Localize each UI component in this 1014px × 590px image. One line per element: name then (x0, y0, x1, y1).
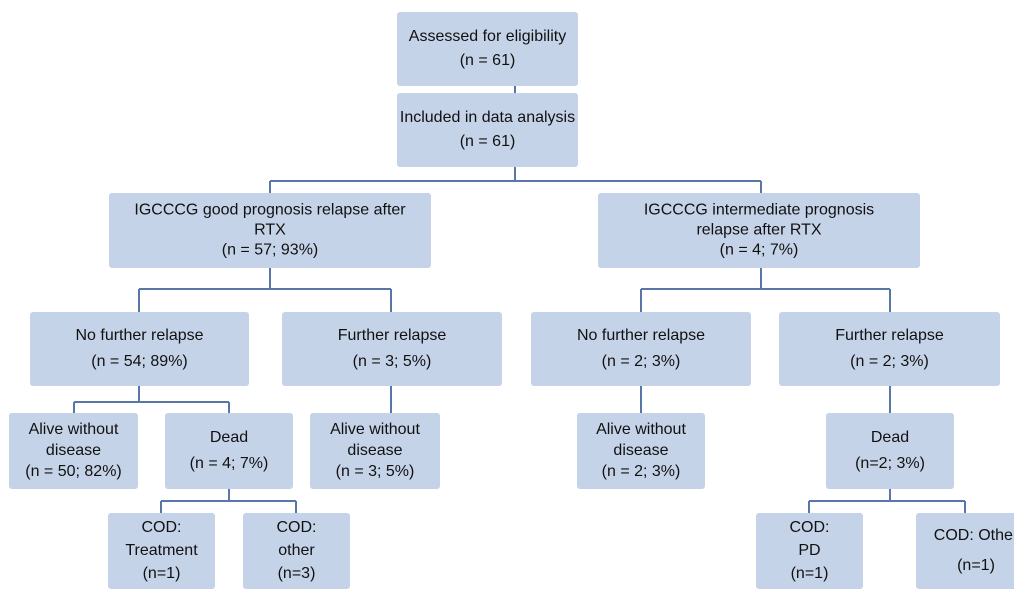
node: IGCCCG good prognosis relapse after RTX (n… (109, 193, 431, 268)
node: COD: other (n=3) (243, 513, 350, 589)
node-box (282, 312, 502, 386)
node-label: (n=1) (143, 565, 181, 582)
node-label: relapse after RTX (696, 222, 821, 239)
node: IGCCCG intermediate prognosis relapse aft… (598, 193, 920, 268)
node-box (756, 513, 863, 589)
node-label: (n = 2; 3%) (850, 353, 929, 370)
node-box (243, 513, 350, 589)
node-label: IGCCCG good prognosis relapse after (134, 202, 406, 219)
node-label: Alive without (330, 421, 420, 438)
node-label: (n = 3; 5%) (336, 463, 415, 480)
connector (269, 167, 762, 193)
node-label: Dead (871, 429, 909, 446)
connectors (73, 86, 966, 513)
node-label: (n=2; 3%) (855, 455, 925, 472)
node-label: other (278, 542, 315, 559)
node-box (397, 12, 578, 86)
node: No further relapse (n = 54; 89%) (30, 312, 249, 386)
node-label: (n = 57; 93%) (222, 242, 319, 259)
node-label: Alive without (596, 421, 686, 438)
node-box (577, 413, 705, 489)
node-label: (n = 61) (460, 133, 516, 150)
node-box (165, 413, 293, 489)
connector (73, 386, 230, 413)
node: Dead (n=2; 3%) (826, 413, 954, 489)
node-box (826, 413, 954, 489)
node-label: Further relapse (835, 327, 944, 344)
node-label: COD: Other (934, 527, 1014, 544)
node-label: Treatment (125, 542, 198, 559)
node: No further relapse (n = 2; 3%) (531, 312, 751, 386)
node-label: IGCCCG intermediate prognosis (644, 202, 874, 219)
node-label: Further relapse (338, 327, 447, 344)
node: Further relapse (n = 3; 5%) (282, 312, 502, 386)
node: COD: PD (n=1) (756, 513, 863, 589)
node-box (109, 193, 431, 268)
node-label: Included in data analysis (400, 109, 575, 126)
node: Dead (n = 4; 7%) (165, 413, 293, 489)
node-box (30, 312, 249, 386)
node-label: (n = 4; 7%) (720, 242, 799, 259)
connector (390, 386, 891, 413)
node-label: (n = 2; 3%) (602, 463, 681, 480)
node-label: (n = 4; 7%) (190, 455, 269, 472)
node-box (916, 513, 1014, 589)
node-box (9, 413, 138, 489)
connector (138, 268, 392, 312)
node-label: (n=1) (791, 565, 829, 582)
node-label: (n = 2; 3%) (602, 353, 681, 370)
connector (160, 489, 297, 513)
node-label: COD: (790, 519, 830, 536)
node: Alive without disease (n = 2; 3%) (577, 413, 705, 489)
node-label: Assessed for eligibility (409, 28, 566, 45)
node-label: RTX (254, 222, 286, 239)
node-label: (n = 3; 5%) (353, 353, 432, 370)
node-label: No further relapse (75, 327, 203, 344)
node-label: No further relapse (577, 327, 705, 344)
connector (808, 489, 966, 513)
connector (640, 268, 891, 312)
node-label: disease (46, 442, 101, 459)
node-label: disease (613, 442, 668, 459)
node: Assessed for eligibility (n = 61) (397, 12, 578, 86)
node-label: Dead (210, 429, 248, 446)
node-box (108, 513, 215, 589)
node-label: PD (798, 542, 820, 559)
node-label: Alive without (29, 421, 119, 438)
node-box (598, 193, 920, 268)
node-label: COD: (277, 519, 317, 536)
node-label: (n=1) (957, 557, 995, 574)
node: COD: Other (n=1) (916, 513, 1014, 589)
node: Further relapse (n = 2; 3%) (779, 312, 1000, 386)
node-label: (n = 54; 89%) (91, 353, 188, 370)
node-label: COD: (142, 519, 182, 536)
node: Alive without disease (n = 3; 5%) (310, 413, 440, 489)
node: Alive without disease (n = 50; 82%) (9, 413, 138, 489)
node-box (531, 312, 751, 386)
node-box (397, 93, 578, 167)
node-label: (n=3) (278, 565, 316, 582)
node-label: (n = 61) (460, 52, 516, 69)
node-box (779, 312, 1000, 386)
node-box (310, 413, 440, 489)
node-label: disease (347, 442, 402, 459)
node-label: (n = 50; 82%) (25, 463, 122, 480)
node: Included in data analysis (n = 61) (397, 93, 578, 167)
node: COD: Treatment (n=1) (108, 513, 215, 589)
